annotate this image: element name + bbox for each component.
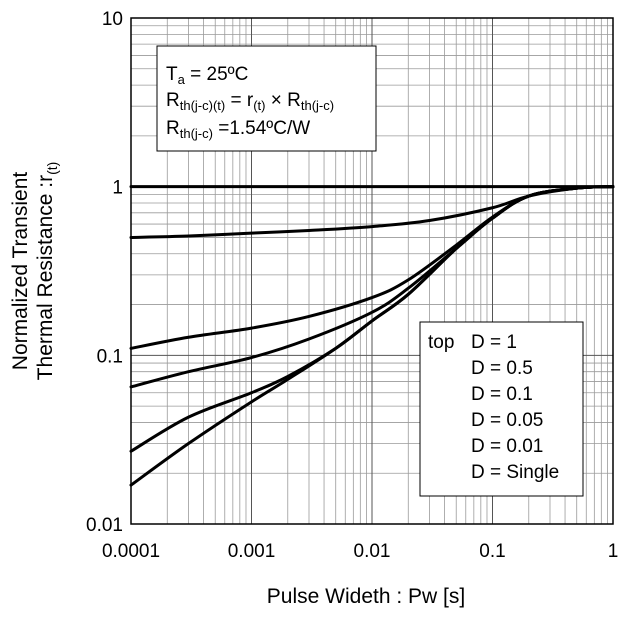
conditions-box: Ta = 25ºC Rth(j-c)(t) = r(t) × Rth(j-c) …	[156, 45, 377, 152]
legend-entry-single: D = Single	[471, 462, 559, 483]
series-layer	[129, 185, 615, 487]
y-tick-label: 1	[112, 178, 123, 199]
y-axis-label-line2-main: Thermal Resistance :r	[34, 175, 57, 380]
legend-prefix: top	[428, 332, 454, 353]
y-tick-labels: 0.01 0.1 1 10	[86, 9, 123, 536]
legend: top D = 1 D = 0.5 D = 0.1 D = 0.05 D = 0…	[419, 321, 584, 497]
x-tick-labels: 0.0001 0.001 0.01 0.1 1	[102, 541, 618, 562]
x-tick-label: 0.1	[479, 541, 505, 562]
y-tick-label: 0.1	[97, 346, 123, 367]
condition-ta: Ta = 25ºC	[166, 64, 248, 87]
y-tick-label: 10	[102, 9, 123, 30]
legend-entry-d05: D = 0.5	[471, 358, 533, 379]
y-axis-label-line2: Thermal Resistance :r(t)	[34, 162, 60, 381]
x-tick-label: 0.0001	[102, 541, 160, 562]
legend-entry-d01: D = 0.1	[471, 384, 533, 405]
legend-entry-d1: D = 1	[471, 332, 517, 353]
legend-entry-d005: D = 0.05	[471, 410, 543, 431]
plot-frame	[130, 17, 614, 525]
x-tick-label: 0.01	[354, 541, 391, 562]
y-axis-label-line1: Normalized Transient	[9, 172, 32, 371]
legend-entry-d001: D = 0.01	[471, 436, 543, 457]
x-axis-label: Pulse Wideth : Pw [s]	[267, 585, 465, 608]
condition-rth-value: Rth(j-c) =1.54ºC/W	[166, 118, 310, 141]
y-tick-label: 0.01	[86, 515, 123, 536]
x-tick-label: 1	[608, 541, 619, 562]
condition-rth-formula: Rth(j-c)(t) = r(t) × Rth(j-c)	[166, 90, 334, 113]
series-d-single	[129, 185, 615, 487]
y-axis-label: Normalized Transient Thermal Resistance …	[9, 162, 60, 381]
x-tick-label: 0.001	[228, 541, 276, 562]
y-axis-label-line2-sub: (t)	[44, 162, 60, 175]
